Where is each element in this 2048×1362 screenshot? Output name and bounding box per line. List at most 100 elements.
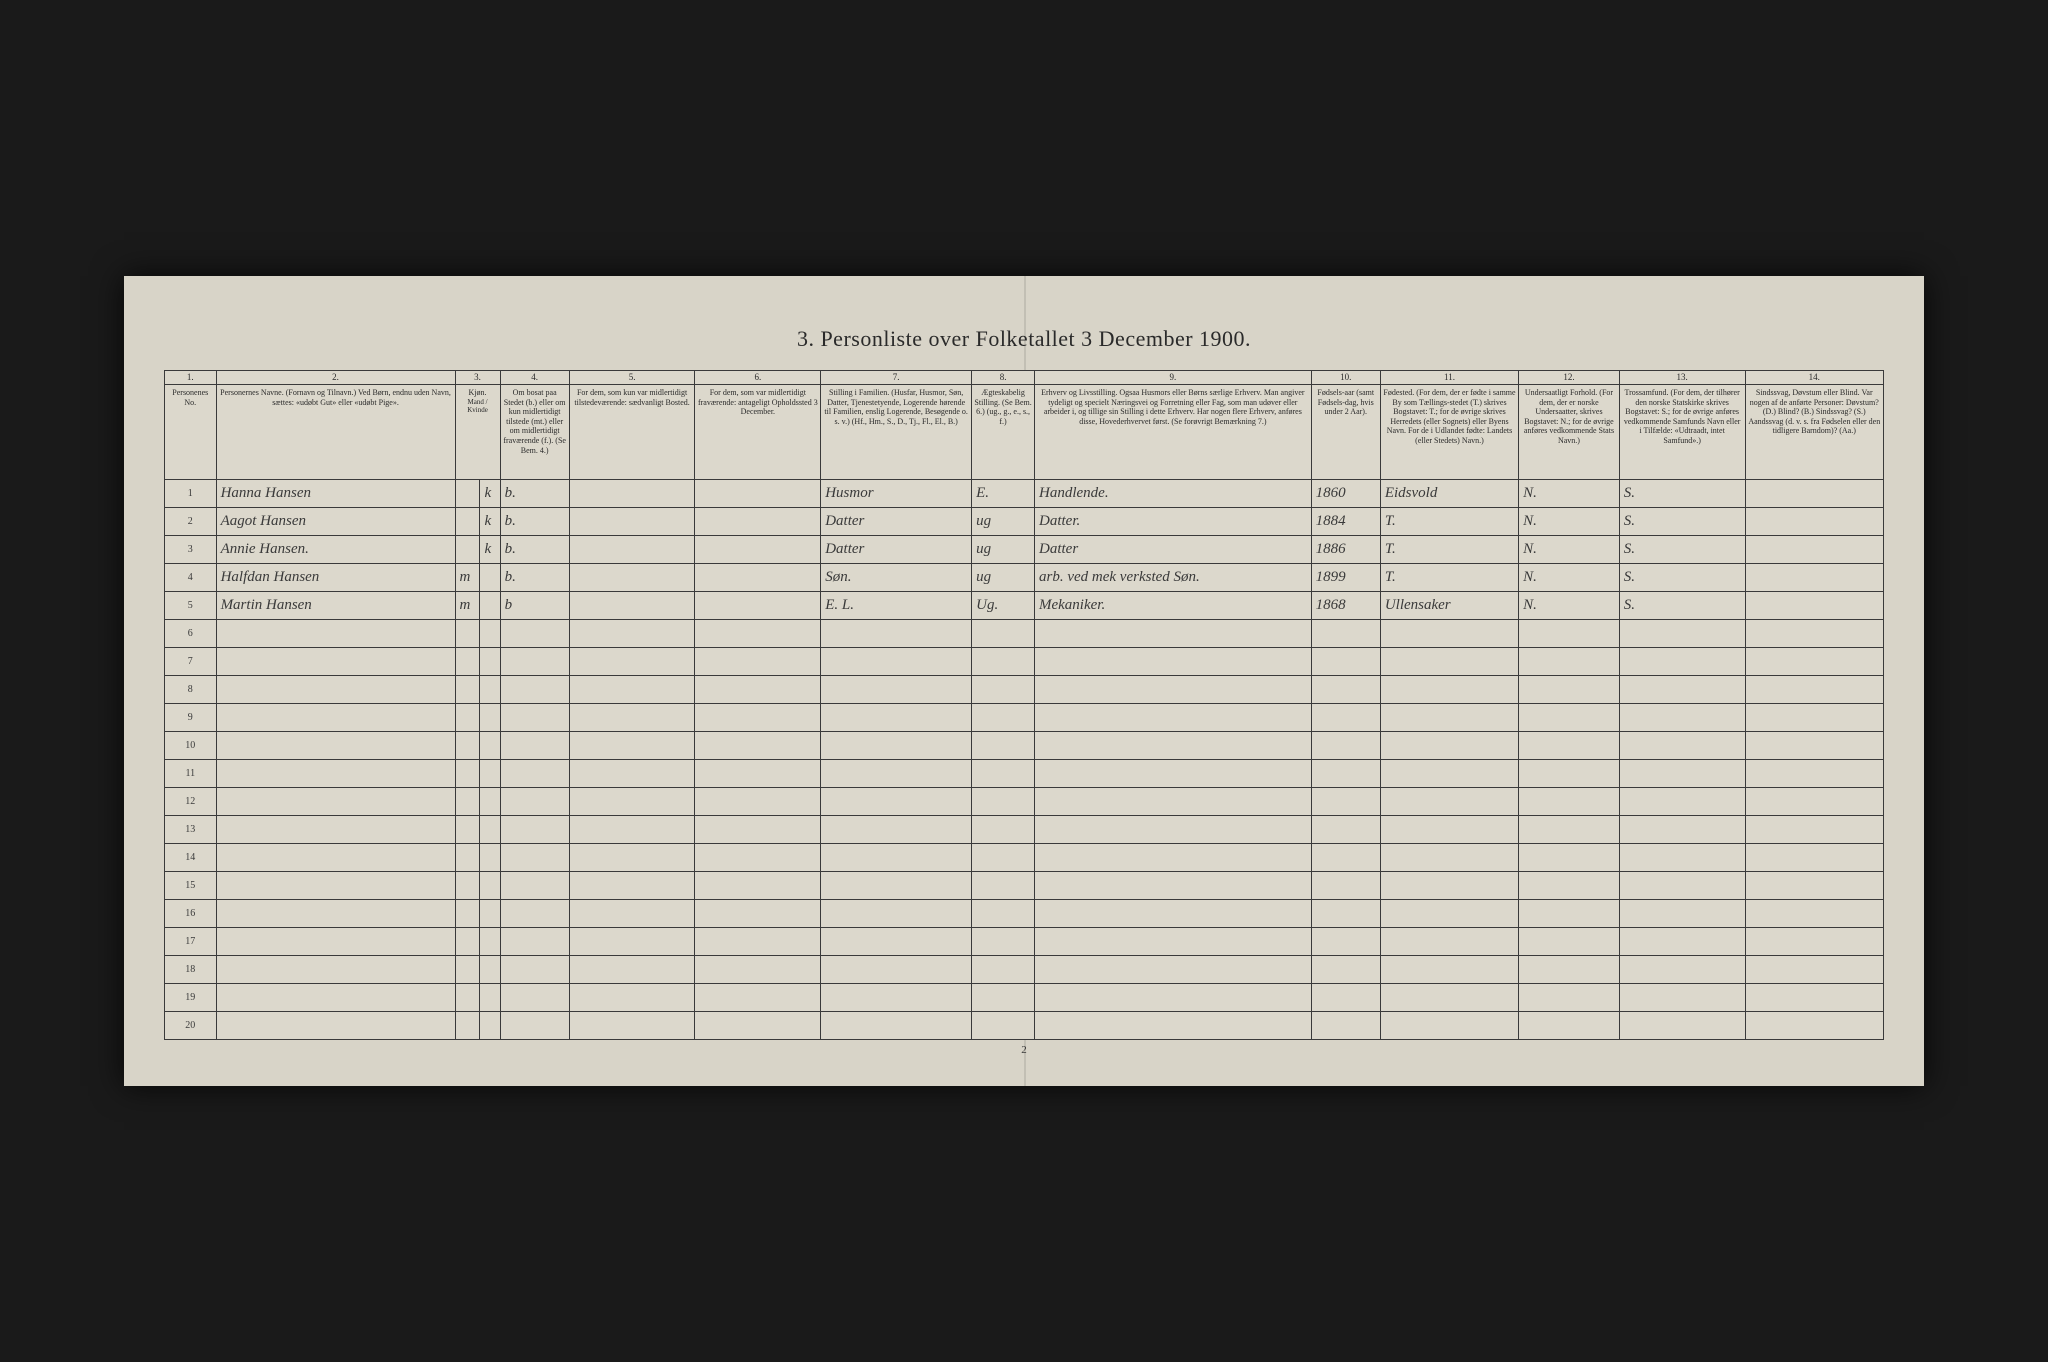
row-number: 18 [165, 956, 217, 984]
empty-cell [1745, 984, 1883, 1012]
empty-cell [1380, 732, 1518, 760]
cell-place: T. [1380, 508, 1518, 536]
cell-sex_k: k [480, 508, 500, 536]
empty-cell [1745, 620, 1883, 648]
row-number: 8 [165, 676, 217, 704]
empty-cell [455, 648, 480, 676]
cell-sex_k [480, 564, 500, 592]
colnum-1: 1. [165, 371, 217, 385]
colnum-7: 7. [821, 371, 972, 385]
cell-dis [1745, 564, 1883, 592]
cell-c6 [695, 564, 821, 592]
empty-cell [1619, 844, 1745, 872]
row-number: 9 [165, 704, 217, 732]
hdr-personno: Personenes No. [165, 385, 217, 480]
cell-c5 [569, 564, 695, 592]
hdr-nationality: Undersaatligt Forhold. (For dem, der er … [1519, 385, 1620, 480]
empty-cell [1745, 900, 1883, 928]
empty-cell [695, 1012, 821, 1040]
cell-fam: Søn. [821, 564, 972, 592]
hdr-marital: Ægteskabelig Stilling. (Se Bem. 6.) (ug.… [972, 385, 1035, 480]
empty-cell [695, 788, 821, 816]
colnum-4: 4. [500, 371, 569, 385]
cell-occ: Datter. [1035, 508, 1312, 536]
empty-cell [480, 956, 500, 984]
empty-cell [972, 788, 1035, 816]
empty-cell [1380, 816, 1518, 844]
empty-cell [1519, 620, 1620, 648]
empty-cell [455, 620, 480, 648]
empty-cell [695, 956, 821, 984]
cell-dis [1745, 536, 1883, 564]
table-row-empty: 11 [165, 760, 1884, 788]
empty-cell [480, 816, 500, 844]
cell-occ: arb. ved mek verksted Søn. [1035, 564, 1312, 592]
column-number-row: 1. 2. 3. 4. 5. 6. 7. 8. 9. 10. 11. 12. 1… [165, 371, 1884, 385]
empty-cell [1311, 648, 1380, 676]
empty-cell [569, 704, 695, 732]
row-number: 6 [165, 620, 217, 648]
empty-cell [821, 928, 972, 956]
hdr-sex: Kjøn. Mand / Kvinde [455, 385, 500, 480]
colnum-2: 2. [216, 371, 455, 385]
empty-cell [1035, 844, 1312, 872]
empty-cell [1619, 760, 1745, 788]
empty-cell [1519, 788, 1620, 816]
empty-cell [1519, 816, 1620, 844]
empty-cell [500, 676, 569, 704]
empty-cell [1311, 760, 1380, 788]
cell-sex_k: k [480, 480, 500, 508]
empty-cell [455, 956, 480, 984]
empty-cell [500, 760, 569, 788]
cell-born: 1899 [1311, 564, 1380, 592]
empty-cell [1745, 760, 1883, 788]
empty-cell [216, 984, 455, 1012]
cell-c6 [695, 592, 821, 620]
empty-cell [1519, 984, 1620, 1012]
cell-civ: ug [972, 536, 1035, 564]
empty-cell [821, 648, 972, 676]
empty-cell [216, 788, 455, 816]
cell-res: b. [500, 480, 569, 508]
empty-cell [1035, 676, 1312, 704]
cell-c5 [569, 508, 695, 536]
row-number: 15 [165, 872, 217, 900]
empty-cell [1380, 788, 1518, 816]
empty-cell [455, 788, 480, 816]
cell-fam: Datter [821, 508, 972, 536]
row-number: 11 [165, 760, 217, 788]
page-number: 2 [164, 1044, 1884, 1056]
empty-cell [569, 732, 695, 760]
table-row-empty: 19 [165, 984, 1884, 1012]
empty-cell [1311, 732, 1380, 760]
empty-cell [821, 760, 972, 788]
table-row: 4Halfdan Hansenmb.Søn.ugarb. ved mek ver… [165, 564, 1884, 592]
page-title: 3. Personliste over Folketallet 3 Decemb… [164, 326, 1884, 352]
empty-cell [500, 620, 569, 648]
empty-cell [569, 984, 695, 1012]
table-row-empty: 8 [165, 676, 1884, 704]
empty-cell [821, 620, 972, 648]
empty-cell [972, 956, 1035, 984]
empty-cell [455, 928, 480, 956]
empty-cell [1311, 900, 1380, 928]
empty-cell [480, 900, 500, 928]
empty-cell [972, 676, 1035, 704]
table-row-empty: 13 [165, 816, 1884, 844]
empty-cell [500, 704, 569, 732]
cell-sex_m [455, 508, 480, 536]
empty-cell [1035, 900, 1312, 928]
empty-cell [455, 760, 480, 788]
empty-cell [1619, 816, 1745, 844]
colnum-13: 13. [1619, 371, 1745, 385]
empty-cell [695, 816, 821, 844]
empty-cell [1311, 928, 1380, 956]
cell-c5 [569, 592, 695, 620]
cell-sex_k: k [480, 536, 500, 564]
empty-cell [455, 984, 480, 1012]
empty-cell [1619, 732, 1745, 760]
empty-cell [500, 788, 569, 816]
empty-cell [480, 704, 500, 732]
cell-occ: Handlende. [1035, 480, 1312, 508]
empty-cell [972, 984, 1035, 1012]
